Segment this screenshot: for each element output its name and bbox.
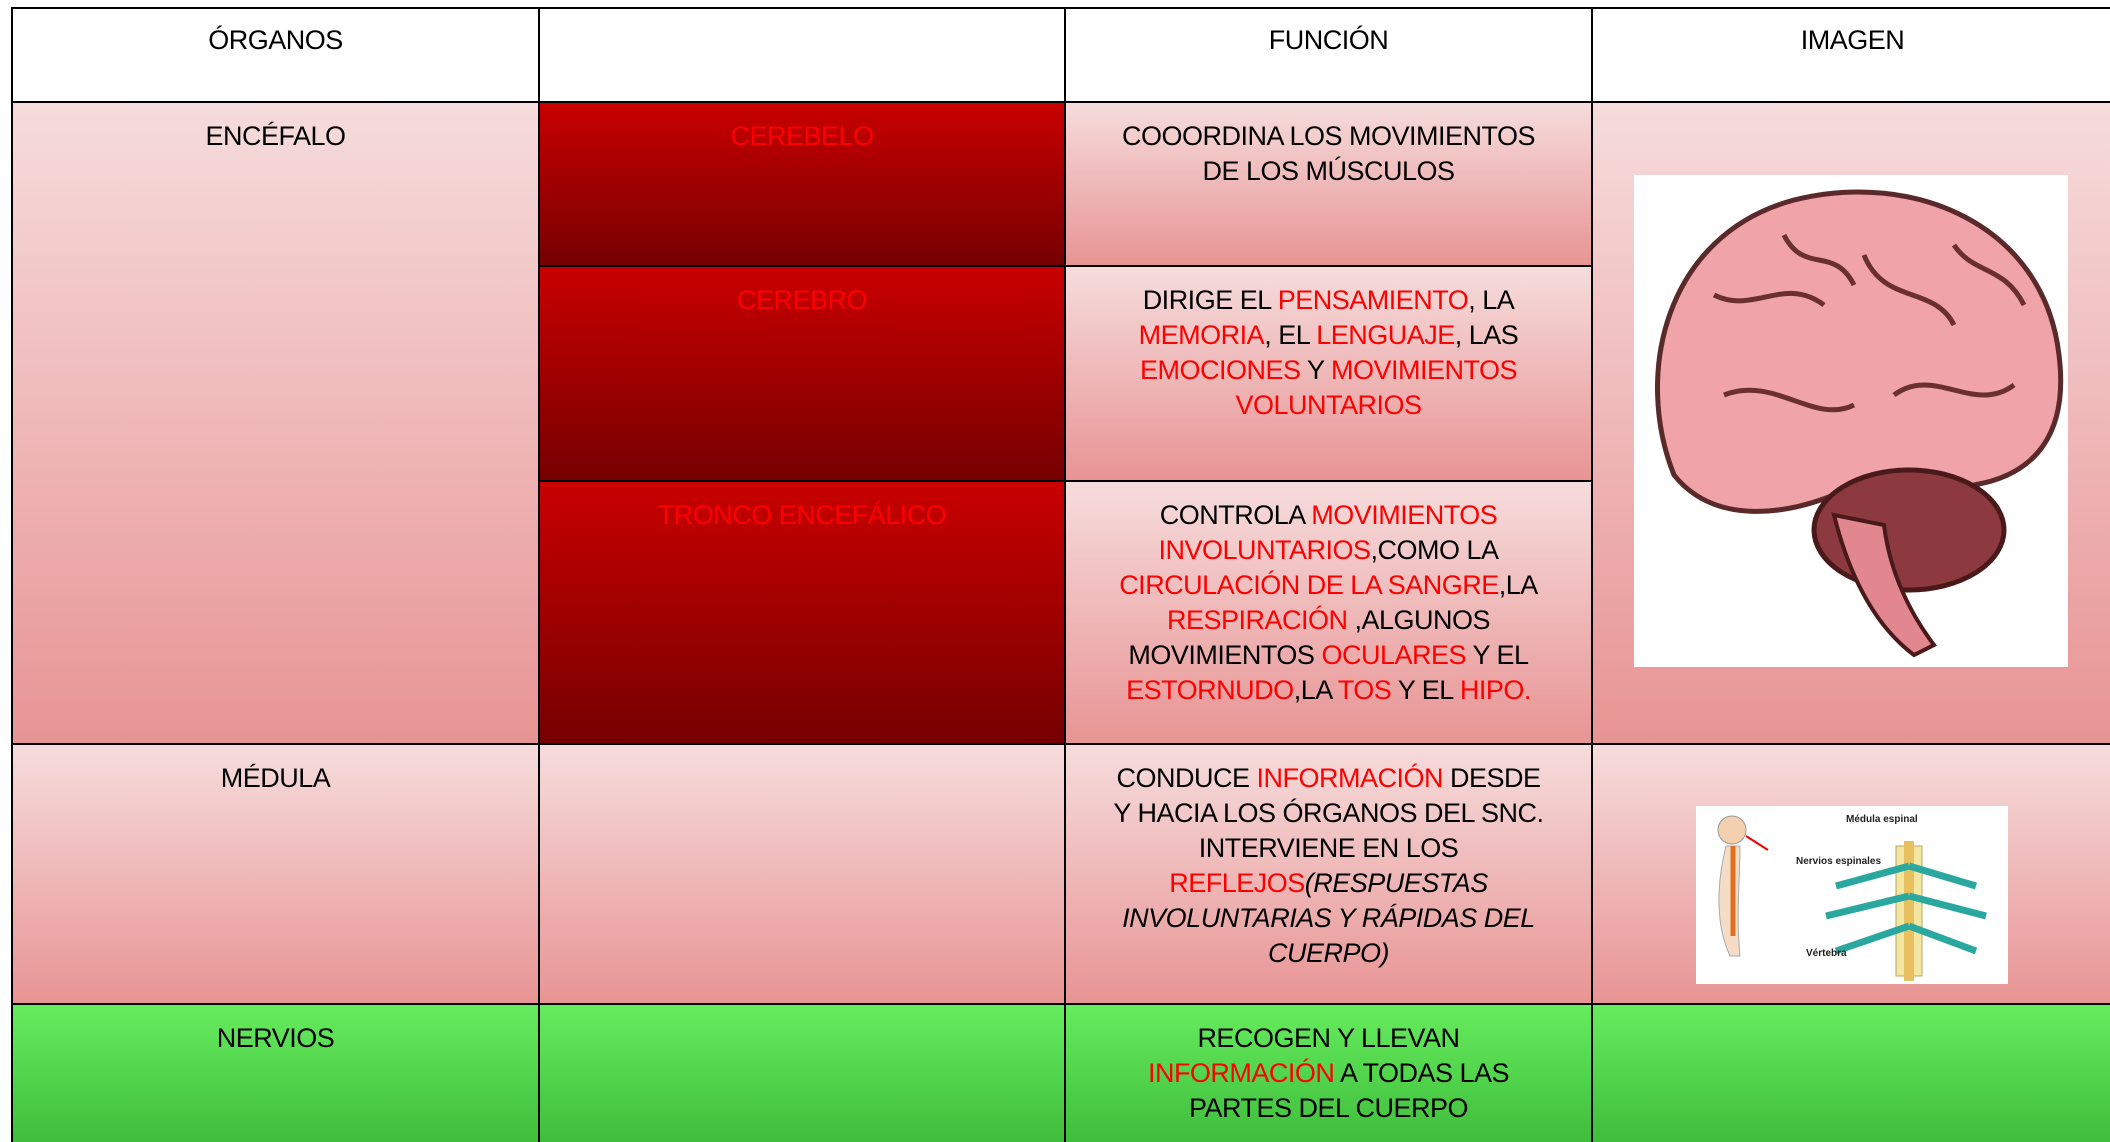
spinal-cord-image: Médula espinal Nervios espinales Vértebra <box>1696 806 2008 984</box>
image-label: Vértebra <box>1806 948 1847 959</box>
text-line: ESTORNUDO,LA TOS Y EL HIPO. <box>1086 673 1571 708</box>
text-line: RECOGEN Y LLEVAN <box>1086 1021 1571 1056</box>
text-line: EMOCIONES Y MOVIMIENTOS <box>1086 353 1571 388</box>
text-run: , LA <box>1468 285 1515 315</box>
header-cell: ÓRGANOS <box>11 7 538 101</box>
text-run: CIRCULACIÓN DE LA SANGRE <box>1119 570 1499 600</box>
text-run: PARTES DEL CUERPO <box>1188 1093 1469 1123</box>
text-line: VOLUNTARIOS <box>1086 388 1571 423</box>
organ-name: ENCÉFALO <box>205 121 346 151</box>
text-line: Y HACIA LOS ÓRGANOS DEL SNC. <box>1086 796 1571 831</box>
text-line: INFORMACIÓN A TODAS LAS <box>1086 1056 1571 1091</box>
text-run: (RESPUESTAS <box>1304 868 1489 898</box>
text-run: DE LOS MÚSCULOS <box>1202 156 1455 186</box>
text-line: COOORDINA LOS MOVIMIENTOS <box>1086 119 1571 154</box>
text-run: COOORDINA LOS MOVIMIENTOS <box>1121 121 1536 151</box>
function-cell: RECOGEN Y LLEVAN INFORMACIÓN A TODAS LAS P… <box>1064 1003 1591 1142</box>
text-run: ,LA <box>1498 570 1539 600</box>
text-run: ESTORNUDO <box>1126 675 1294 705</box>
text-run: ,COMO LA <box>1370 535 1500 565</box>
text-run: CUERPO) <box>1267 938 1390 968</box>
header-text: FUNCIÓN <box>1268 25 1389 55</box>
part-name: TRONCO ENCEFÁLICO <box>657 500 947 530</box>
text-line: INVOLUNTARIOS,COMO LA <box>1086 533 1571 568</box>
text-run: INFORMACIÓN <box>1256 763 1443 793</box>
text-run: RESPIRACIÓN <box>1166 605 1348 635</box>
text-run: Y EL <box>1391 675 1460 705</box>
text-run: VOLUNTARIOS <box>1235 390 1422 420</box>
text-run: HIPO. <box>1459 675 1532 705</box>
text-run: DESDE <box>1442 763 1541 793</box>
text-run: DIRIGE EL <box>1142 285 1278 315</box>
text-line: MEMORIA, EL LENGUAJE, LAS <box>1086 318 1571 353</box>
text-run: PENSAMIENTO <box>1277 285 1469 315</box>
text-run: Y EL <box>1466 640 1530 670</box>
organ-cell: ENCÉFALO <box>11 101 538 743</box>
text-run: CONTROLA <box>1159 500 1312 530</box>
text-run: INTERVIENE EN LOS <box>1198 833 1459 863</box>
header-cell: IMAGEN <box>1591 7 2110 101</box>
text-run: OCULARES <box>1321 640 1466 670</box>
text-run: INFORMACIÓN <box>1147 1058 1335 1088</box>
text-run: TOS <box>1337 675 1392 705</box>
part-name: CEREBRO <box>736 285 868 315</box>
text-line: MOVIMIENTOS OCULARES Y EL <box>1086 638 1571 673</box>
image-label: Nervios espinales <box>1796 856 1881 867</box>
text-run: RECOGEN Y LLEVAN <box>1197 1023 1460 1053</box>
text-line: CONTROLA MOVIMIENTOS <box>1086 498 1571 533</box>
text-run: INVOLUNTARIAS Y RÁPIDAS DEL <box>1122 903 1535 933</box>
text-run: MOVIMIENTOS <box>1128 640 1322 670</box>
part-cell: CEREBELO <box>538 101 1064 265</box>
brain-image <box>1634 175 2068 667</box>
text-run: MOVIMIENTOS <box>1311 500 1498 530</box>
text-run: MEMORIA <box>1138 320 1265 350</box>
text-line: PARTES DEL CUERPO <box>1086 1091 1571 1126</box>
organ-name: NERVIOS <box>216 1023 335 1053</box>
text-run: Y <box>1300 355 1332 385</box>
header-text: ÓRGANOS <box>208 25 343 55</box>
text-run: REFLEJOS <box>1169 868 1305 898</box>
text-line: DE LOS MÚSCULOS <box>1086 154 1571 189</box>
text-line: DIRIGE EL PENSAMIENTO, LA <box>1086 283 1571 318</box>
text-line: CUERPO) <box>1086 936 1571 971</box>
text-run: , LAS <box>1454 320 1519 350</box>
text-run: Y HACIA LOS ÓRGANOS DEL SNC. <box>1113 798 1544 828</box>
part-cell <box>538 743 1064 1003</box>
text-run: , EL <box>1264 320 1317 350</box>
function-cell: COOORDINA LOS MOVIMIENTOS DE LOS MÚSCULOS <box>1064 101 1591 265</box>
image-label: Médula espinal <box>1846 814 1918 825</box>
text-line: RESPIRACIÓN ,ALGUNOS <box>1086 603 1571 638</box>
text-line: CONDUCE INFORMACIÓN DESDE <box>1086 761 1571 796</box>
text-run: CONDUCE <box>1116 763 1257 793</box>
header-cell <box>538 7 1064 101</box>
header-cell: FUNCIÓN <box>1064 7 1591 101</box>
organ-cell: NERVIOS <box>11 1003 538 1142</box>
part-cell: CEREBRO <box>538 265 1064 480</box>
function-cell: CONTROLA MOVIMIENTOS INVOLUNTARIOS,COMO L… <box>1064 480 1591 743</box>
header-text: IMAGEN <box>1800 25 1905 55</box>
organ-cell: MÉDULA <box>11 743 538 1003</box>
text-line: INTERVIENE EN LOS <box>1086 831 1571 866</box>
text-run: A TODAS LAS <box>1334 1058 1510 1088</box>
part-name: CEREBELO <box>730 121 874 151</box>
text-line: REFLEJOS(RESPUESTAS <box>1086 866 1571 901</box>
text-run: MOVIMIENTOS <box>1331 355 1518 385</box>
text-run: LENGUAJE <box>1316 320 1455 350</box>
image-cell <box>1591 1003 2110 1142</box>
function-cell: CONDUCE INFORMACIÓN DESDE Y HACIA LOS ÓRG… <box>1064 743 1591 1003</box>
organ-name: MÉDULA <box>220 763 331 793</box>
part-cell <box>538 1003 1064 1142</box>
text-run: ,LA <box>1293 675 1338 705</box>
text-run: ,ALGUNOS <box>1347 605 1491 635</box>
text-run: INVOLUNTARIOS <box>1158 535 1371 565</box>
function-cell: DIRIGE EL PENSAMIENTO, LA MEMORIA, EL LEN… <box>1064 265 1591 480</box>
part-cell: TRONCO ENCEFÁLICO <box>538 480 1064 743</box>
text-line: INVOLUNTARIAS Y RÁPIDAS DEL <box>1086 901 1571 936</box>
text-run: EMOCIONES <box>1139 355 1301 385</box>
text-line: CIRCULACIÓN DE LA SANGRE,LA <box>1086 568 1571 603</box>
